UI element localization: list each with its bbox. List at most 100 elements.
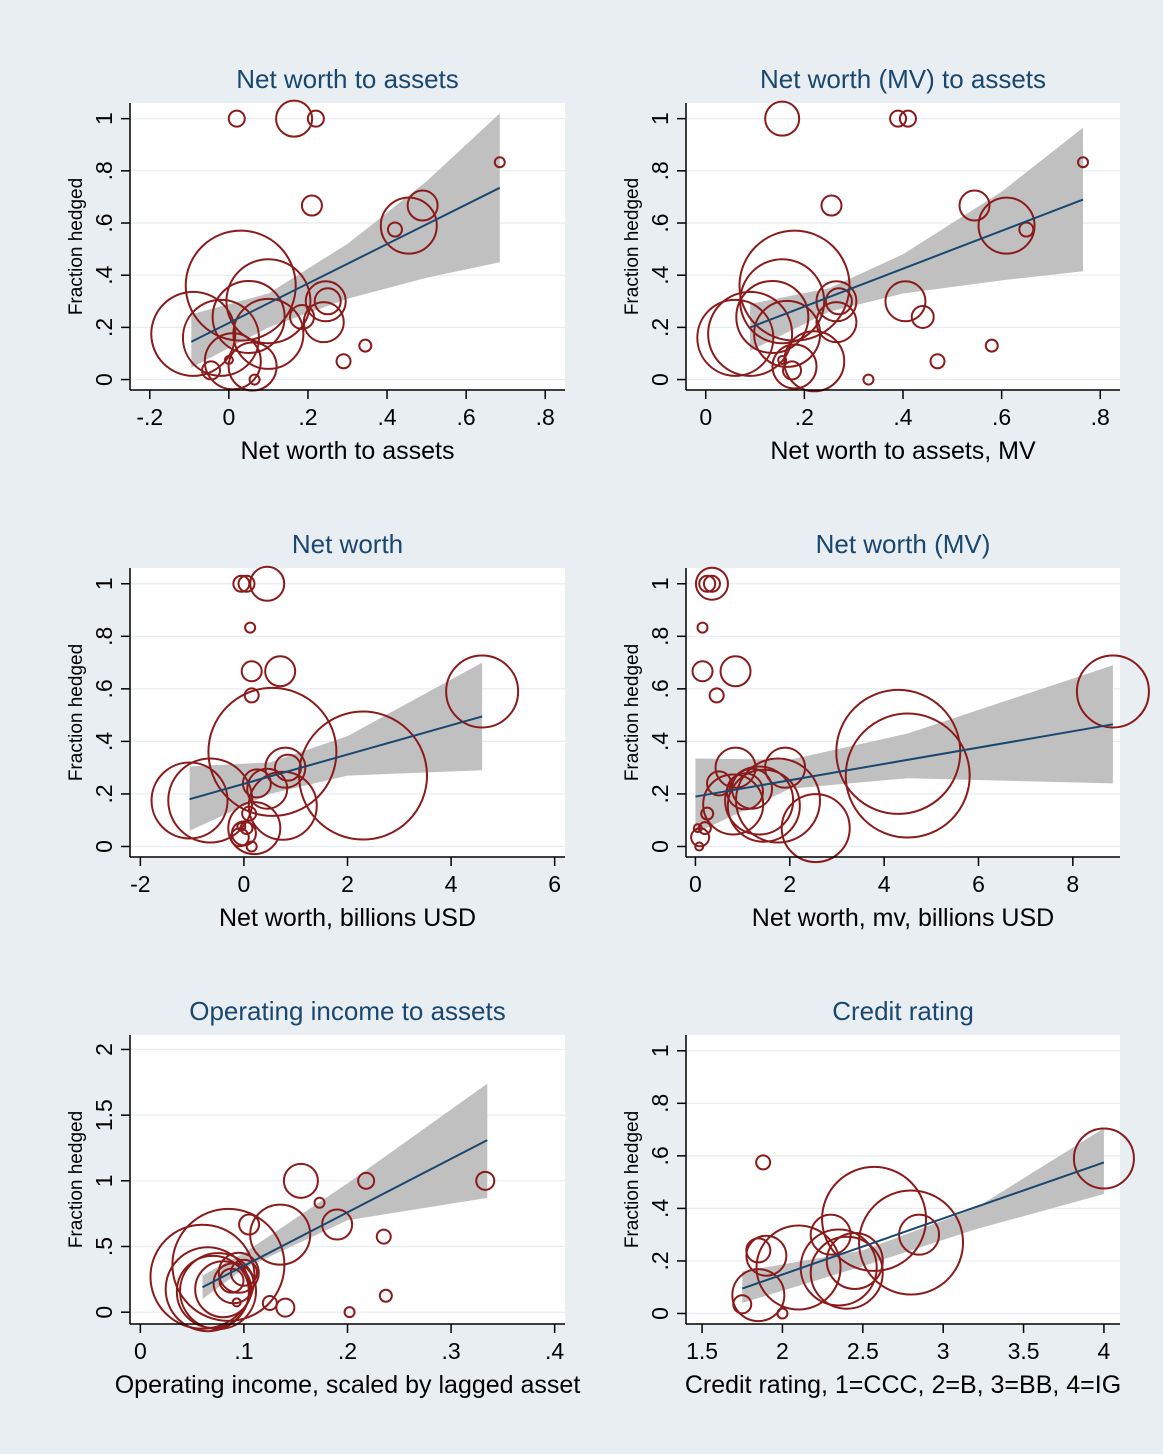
- data-point: [777, 354, 788, 365]
- data-point: [249, 565, 286, 602]
- x-tick-label: -.2: [136, 404, 163, 430]
- y-tick-label: .2: [647, 1251, 673, 1270]
- y-tick-label: .2: [91, 318, 117, 337]
- x-tick-label: .2: [298, 404, 317, 430]
- x-tick-label: 0: [222, 404, 235, 430]
- data-point: [694, 841, 705, 852]
- x-tick-label: 2: [783, 871, 796, 897]
- data-point: [821, 1165, 928, 1272]
- y-tick-label: .8: [91, 627, 117, 646]
- fit-line: [189, 715, 483, 801]
- x-tick-label: 4: [1098, 1338, 1111, 1364]
- x-tick-label: 0: [238, 871, 251, 897]
- x-tick-label: 0: [699, 404, 712, 430]
- x-tick-label: .2: [795, 404, 814, 430]
- data-point: [211, 279, 286, 354]
- y-tick-label: 0: [91, 840, 117, 853]
- data-point: [150, 761, 229, 840]
- y-tick-label: 1: [647, 577, 673, 590]
- x-tick-label: .6: [457, 404, 476, 430]
- data-point: [889, 109, 908, 128]
- data-point: [702, 574, 721, 593]
- y-tick-label: .4: [647, 265, 673, 284]
- data-point: [929, 353, 946, 370]
- y-tick-label: 0: [647, 840, 673, 853]
- data-point: [357, 1171, 376, 1190]
- data-point: [248, 373, 261, 386]
- data-point: [696, 298, 775, 377]
- data-point: [236, 821, 247, 832]
- data-point: [275, 1297, 296, 1318]
- data-point: [977, 196, 1036, 255]
- data-point: [862, 373, 875, 386]
- x-tick-label: .2: [338, 1338, 357, 1364]
- fit-line: [190, 186, 501, 343]
- x-tick-label: 0: [134, 1338, 147, 1364]
- data-point: [406, 189, 439, 222]
- data-point: [694, 566, 729, 601]
- data-point: [708, 687, 725, 704]
- fit-line: [695, 723, 1114, 798]
- x-tick-label: 4: [878, 871, 891, 897]
- y-tick-label: .6: [91, 213, 117, 232]
- x-tick-label: .3: [441, 1338, 460, 1364]
- y-tick-label: .2: [91, 784, 117, 803]
- data-point: [475, 1170, 496, 1191]
- data-point: [1018, 221, 1035, 238]
- x-tick-label: 2: [341, 871, 354, 897]
- y-tick-label: .4: [647, 1199, 673, 1218]
- data-point: [745, 1234, 788, 1277]
- fit-line: [749, 198, 1084, 329]
- data-point: [244, 621, 257, 634]
- data-point: [240, 660, 263, 683]
- data-point: [755, 1224, 842, 1311]
- x-axis-label: Net worth, billions USD: [219, 904, 476, 932]
- data-point: [702, 773, 765, 836]
- y-axis-label: Fraction hedged: [622, 644, 643, 781]
- chart-title: Net worth (MV): [816, 529, 991, 559]
- chart-title: Net worth (MV) to assets: [760, 64, 1046, 94]
- y-tick-label: 1.5: [91, 1099, 117, 1131]
- chart-panel-3: 0 .2 .4 .6 .8 1 -2 0 2 4 6 Net worth Net worth, bill…: [66, 529, 565, 932]
- x-axis-label: Net worth, mv, billions USD: [752, 904, 1054, 932]
- data-point: [825, 1231, 884, 1290]
- x-tick-label: .1: [234, 1338, 253, 1364]
- x-tick-label: .6: [992, 404, 1011, 430]
- y-tick-label: 1: [647, 1044, 673, 1057]
- x-axis-label: Net worth to assets, MV: [770, 437, 1036, 465]
- data-point: [217, 1251, 260, 1294]
- y-tick-label: 0: [647, 1307, 673, 1320]
- data-point: [218, 1267, 245, 1294]
- y-axis-label: Fraction hedged: [622, 178, 643, 315]
- x-tick-label: 2: [776, 1338, 789, 1364]
- data-point: [201, 360, 222, 381]
- data-point: [246, 767, 289, 810]
- y-tick-label: 1: [647, 112, 673, 125]
- y-tick-label: .4: [91, 265, 117, 284]
- data-point: [241, 805, 258, 822]
- data-point: [726, 768, 801, 843]
- x-tick-label: 6: [548, 871, 561, 897]
- data-point: [231, 1297, 242, 1308]
- data-point: [835, 688, 962, 815]
- y-tick-label: 1: [91, 1174, 117, 1187]
- data-point: [696, 621, 709, 634]
- x-tick-label: 3: [937, 1338, 950, 1364]
- chart-panel-4: 0 .2 .4 .6 .8 1 0 2 4 6 8 Net worth (MV) Net worth, …: [622, 529, 1150, 932]
- y-tick-label: 2: [91, 1043, 117, 1056]
- data-point: [844, 712, 971, 839]
- data-point: [719, 655, 752, 688]
- chart-panel-6: 0 .2 .4 .6 .8 1 1.5 2 2.5 3 3.5 4 Credit rating Credi…: [622, 996, 1135, 1399]
- data-point: [824, 287, 853, 316]
- data-point: [282, 1162, 319, 1199]
- data-point: [820, 194, 843, 217]
- data-point: [223, 354, 234, 365]
- y-tick-label: .4: [91, 732, 117, 751]
- y-tick-label: .6: [647, 213, 673, 232]
- data-point: [771, 343, 818, 390]
- x-tick-label: 0: [689, 871, 702, 897]
- data-point: [181, 298, 260, 377]
- confidence-band: [202, 1083, 488, 1299]
- data-point: [264, 655, 297, 688]
